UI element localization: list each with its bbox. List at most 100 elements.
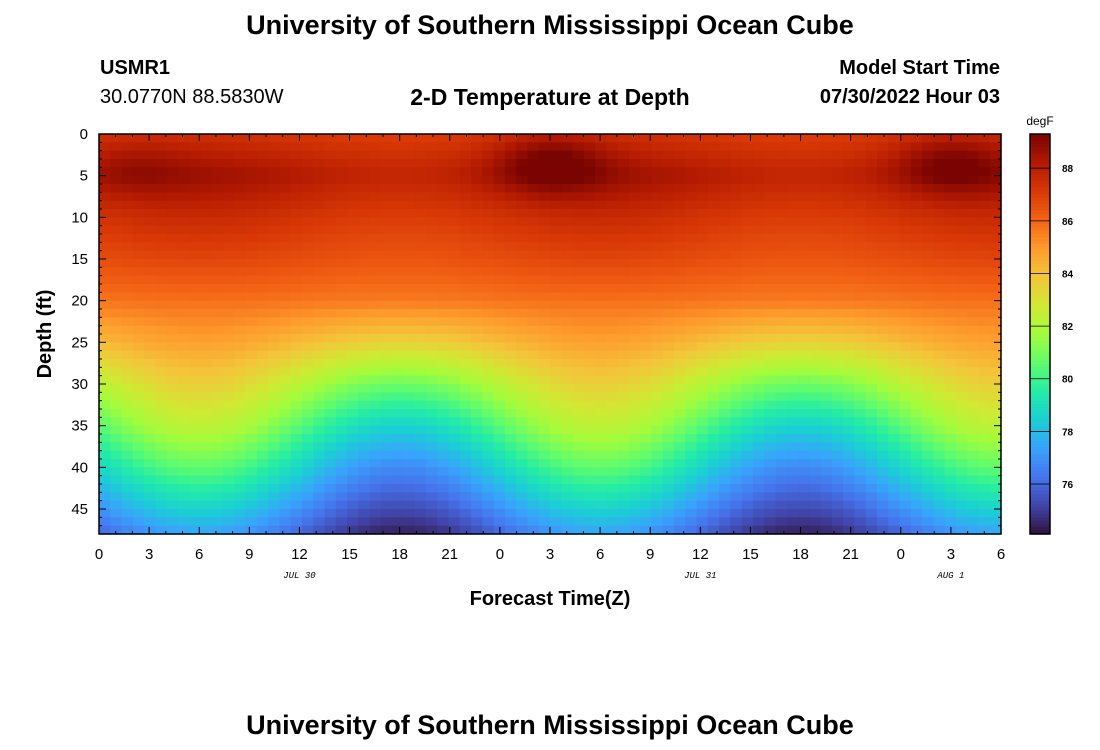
heatmap-cell <box>719 484 732 493</box>
colorbar-segment <box>1030 250 1050 255</box>
heatmap-cell <box>910 267 923 277</box>
heatmap-cell <box>290 417 303 427</box>
heatmap-cell <box>944 334 957 343</box>
heatmap-cell <box>798 442 810 452</box>
heatmap-cell <box>245 159 258 168</box>
heatmap-cell <box>482 392 495 402</box>
heatmap-cell <box>876 334 889 343</box>
colorbar-tick-label: 78 <box>1062 427 1074 438</box>
heatmap-cell <box>177 375 190 385</box>
heatmap-cell <box>899 409 912 418</box>
heatmap-cell <box>392 325 405 335</box>
heatmap-cell <box>730 300 743 310</box>
heatmap-cell <box>865 192 878 202</box>
heatmap-cell <box>989 184 1002 193</box>
heatmap-cell <box>978 317 991 327</box>
colorbar-segment <box>1030 254 1050 258</box>
heatmap-cell <box>798 192 810 202</box>
heatmap-cell <box>482 409 495 418</box>
heatmap-cell <box>99 317 111 327</box>
heatmap-cell <box>493 267 506 277</box>
heatmap-cell <box>313 334 326 343</box>
heatmap-cell <box>685 450 698 460</box>
heatmap-cell <box>685 509 698 518</box>
heatmap-cell <box>617 509 630 518</box>
heatmap-cell <box>752 359 765 368</box>
heatmap-cell <box>685 384 698 393</box>
heatmap-cell <box>279 375 292 385</box>
heatmap-cell <box>651 175 664 185</box>
heatmap-cell <box>662 459 675 468</box>
heatmap-cell <box>268 134 281 143</box>
colorbar-segment <box>1030 227 1050 232</box>
heatmap-cell <box>820 425 833 435</box>
heatmap-cell <box>955 184 968 193</box>
heatmap-cell <box>820 292 833 302</box>
heatmap-cell <box>910 467 923 477</box>
heatmap-cell <box>707 175 720 185</box>
heatmap-cell <box>730 325 743 335</box>
heatmap-cell <box>809 425 822 435</box>
heatmap-cell <box>786 167 799 177</box>
heatmap-cell <box>132 309 145 318</box>
heatmap-cell <box>313 142 326 152</box>
heatmap-cell <box>876 209 889 218</box>
heatmap-cell <box>380 200 393 210</box>
heatmap-cell <box>843 425 856 435</box>
heatmap-cell <box>944 409 957 418</box>
heatmap-cell <box>888 384 901 393</box>
heatmap-cell <box>899 142 912 152</box>
heatmap-cell <box>561 159 574 168</box>
colorbar-segment <box>1030 414 1050 418</box>
heatmap-cell <box>234 442 247 452</box>
heatmap-cell <box>516 334 529 343</box>
heatmap-cell <box>144 192 156 202</box>
heatmap-cell <box>696 425 709 435</box>
heatmap-cell <box>989 259 1002 268</box>
heatmap-cell <box>301 142 314 152</box>
heatmap-cell <box>933 475 946 485</box>
heatmap-cell <box>516 284 529 293</box>
heatmap-cell <box>730 217 743 227</box>
heatmap-cell <box>843 167 856 177</box>
colorbar-segment <box>1030 447 1050 452</box>
heatmap-cell <box>764 167 777 177</box>
heatmap-cell <box>719 284 732 293</box>
heatmap-cell <box>595 309 607 318</box>
heatmap-cell <box>899 342 912 352</box>
heatmap-cell <box>177 509 190 518</box>
heatmap-cell <box>482 342 495 352</box>
heatmap-cell <box>347 517 359 527</box>
heatmap-cell <box>437 309 450 318</box>
heatmap-cell <box>752 217 765 227</box>
heatmap-cell <box>403 225 416 235</box>
y-tick-label: 35 <box>71 418 88 435</box>
heatmap-cell <box>922 350 934 360</box>
heatmap-cell <box>583 300 596 310</box>
heatmap-cell <box>651 459 664 468</box>
heatmap-cell <box>369 500 382 510</box>
heatmap-cell <box>211 509 224 518</box>
heatmap-cell <box>922 375 934 385</box>
heatmap-cell <box>437 134 450 143</box>
heatmap-cell <box>786 467 799 477</box>
heatmap-cell <box>628 150 641 160</box>
heatmap-cell <box>572 384 585 393</box>
heatmap-cell <box>504 409 517 418</box>
heatmap-cell <box>685 425 698 435</box>
heatmap-cell <box>268 292 281 302</box>
heatmap-cell <box>527 134 540 143</box>
heatmap-cell <box>200 159 213 168</box>
heatmap-cell <box>527 217 540 227</box>
heatmap-cell <box>425 184 438 193</box>
heatmap-cell <box>527 142 540 152</box>
heatmap-cell <box>313 367 326 377</box>
heatmap-cell <box>899 234 912 243</box>
heatmap-cell <box>448 209 461 218</box>
heatmap-cell <box>786 350 799 360</box>
heatmap-cell <box>358 167 371 177</box>
heatmap-cell <box>741 442 754 452</box>
heatmap-cell <box>978 142 991 152</box>
heatmap-cell <box>527 509 540 518</box>
heatmap-cell <box>279 459 292 468</box>
